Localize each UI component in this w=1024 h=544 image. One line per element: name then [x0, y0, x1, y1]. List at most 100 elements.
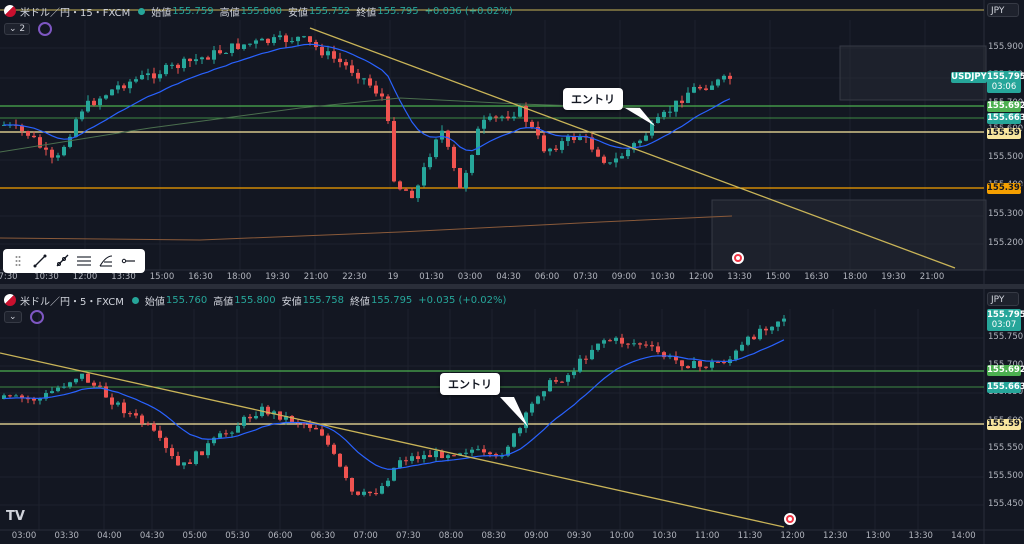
change-value: +0.035 (+0.02%): [418, 294, 507, 306]
indicator-count: 2: [19, 24, 26, 34]
pane-divider[interactable]: [0, 284, 1024, 289]
candle-body: [8, 395, 12, 397]
candle-body: [314, 427, 318, 430]
candle-body: [572, 371, 576, 376]
candle-body: [752, 336, 756, 340]
alert-icon[interactable]: [784, 513, 796, 525]
candle-body: [236, 425, 240, 433]
chart-canvas-15m[interactable]: [0, 0, 1024, 284]
entry-callout[interactable]: エントリ: [440, 373, 500, 395]
candle-body: [254, 416, 258, 419]
candle-body: [86, 373, 90, 383]
alert-icon[interactable]: [732, 252, 744, 264]
candle-body: [398, 460, 402, 468]
entry-callout[interactable]: エントリ: [563, 88, 623, 110]
time-tick: 7:30: [0, 272, 18, 282]
candle-body: [578, 136, 582, 141]
time-tick: 08:30: [481, 531, 506, 541]
currency-button[interactable]: JPY: [987, 3, 1019, 17]
currency-button[interactable]: JPY: [987, 292, 1019, 306]
zone-box: [711, 199, 987, 271]
candle-body: [614, 158, 618, 163]
candle-body: [434, 450, 438, 458]
candle-body: [422, 167, 426, 186]
level-tag-2: 155.663: [987, 113, 1024, 124]
candle-body: [62, 386, 66, 388]
candle-body: [218, 433, 222, 438]
pitchfork-icon[interactable]: [95, 252, 117, 270]
ray-icon[interactable]: [51, 252, 73, 270]
candle-body: [92, 100, 96, 106]
symbol-title[interactable]: 米ドル／円・5・FXCM: [20, 296, 124, 308]
chart-canvas-5m[interactable]: [0, 289, 1024, 544]
horizontal-ray-icon[interactable]: [117, 252, 139, 270]
candle-body: [638, 343, 642, 345]
candle-body: [110, 89, 114, 96]
trendline: [0, 352, 785, 528]
candle-body: [200, 57, 204, 60]
high-value: 155.800: [234, 294, 276, 306]
low-label: 安値: [281, 296, 302, 308]
candle-body: [710, 85, 714, 90]
tradingview-logo-icon[interactable]: TV: [6, 509, 25, 524]
close-value: 155.795: [370, 294, 413, 306]
candle-body: [374, 493, 378, 495]
time-tick: 09:30: [566, 531, 592, 541]
candle-body: [74, 119, 78, 137]
candle-body: [488, 452, 492, 455]
candle-body: [266, 406, 270, 415]
fib-icon[interactable]: [73, 252, 95, 270]
candle-body: [302, 423, 306, 425]
candle-body: [452, 146, 456, 169]
indicator-logo-icon[interactable]: [29, 310, 44, 324]
time-tick: 09:00: [611, 272, 637, 282]
time-tick: 06:30: [310, 531, 336, 541]
candle-body: [284, 415, 288, 420]
candle-body: [170, 448, 174, 456]
candle-body: [164, 64, 168, 75]
candle-body: [38, 137, 42, 148]
chart-panel-5m[interactable]: 米ドル／円・5・FXCM 始値 155.760 高値 155.800 安値 155.7…: [0, 289, 1024, 544]
candle-body: [632, 143, 636, 150]
time-tick: 22:30: [342, 272, 367, 282]
candle-body: [26, 131, 30, 136]
candle-body: [392, 121, 396, 182]
time-tick: 13:30: [908, 531, 933, 541]
candle-body: [464, 452, 468, 454]
candle-body: [764, 328, 768, 331]
candle-body: [158, 430, 162, 438]
time-tick: 05:00: [182, 531, 208, 541]
trendline-icon[interactable]: [29, 252, 51, 270]
candle-body: [80, 111, 84, 120]
candle-body: [32, 398, 36, 401]
candle-body: [524, 105, 528, 122]
drag-handle-icon[interactable]: [7, 252, 29, 270]
candle-body: [626, 343, 630, 345]
candle-body: [524, 412, 528, 429]
candle-body: [506, 446, 510, 456]
time-tick: 10:30: [34, 272, 59, 282]
chart-panel-15m[interactable]: 米ドル／円・15・FXCM 始値 155.759 高値 155.800 安値 155.…: [0, 0, 1024, 284]
moving-average-line: [3, 339, 785, 470]
candle-body: [620, 337, 624, 344]
candle-body: [680, 100, 684, 103]
candle-body: [422, 455, 426, 460]
candle-body: [650, 345, 654, 347]
candle-body: [194, 59, 198, 62]
drawing-toolbar: [3, 249, 145, 273]
candle-body: [518, 428, 522, 434]
candle-body: [152, 73, 156, 79]
symbol-title[interactable]: 米ドル／円・15・FXCM: [20, 7, 131, 19]
candle-body: [182, 58, 186, 69]
indicator-logo-icon[interactable]: [38, 22, 53, 36]
time-tick: 10:30: [652, 531, 677, 541]
indicator-toggle-button[interactable]: ⌄ 2: [4, 23, 31, 35]
indicator-toggle-button[interactable]: ⌄: [4, 311, 22, 323]
candle-body: [14, 395, 18, 397]
candle-body: [704, 366, 708, 368]
candle-body: [230, 43, 234, 53]
candle-body: [656, 346, 660, 353]
time-tick: 13:00: [865, 531, 891, 541]
usdjpy-flag-icon: [4, 294, 16, 306]
candle-body: [440, 130, 444, 140]
